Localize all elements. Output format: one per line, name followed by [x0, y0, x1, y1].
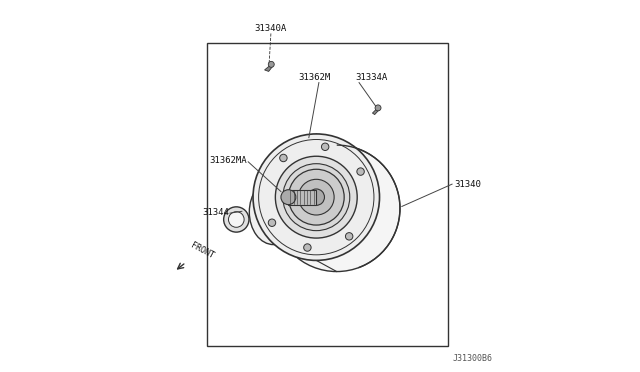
Text: 31340: 31340	[454, 180, 481, 189]
Bar	[289, 190, 316, 205]
Ellipse shape	[250, 179, 298, 245]
Circle shape	[375, 105, 381, 111]
Circle shape	[281, 190, 296, 205]
Circle shape	[289, 169, 344, 225]
Text: 31362MA: 31362MA	[210, 156, 248, 165]
Text: J31300B6: J31300B6	[453, 354, 493, 363]
Polygon shape	[264, 65, 273, 71]
Text: 31334A: 31334A	[355, 73, 388, 82]
Polygon shape	[372, 108, 380, 115]
Circle shape	[273, 145, 400, 272]
Circle shape	[228, 212, 244, 227]
Circle shape	[346, 232, 353, 240]
Circle shape	[280, 154, 287, 162]
Text: FRONT: FRONT	[189, 241, 215, 261]
Circle shape	[298, 179, 334, 215]
Text: 31340A: 31340A	[255, 25, 287, 33]
Circle shape	[308, 189, 324, 205]
Circle shape	[283, 164, 349, 231]
Text: 31362M: 31362M	[298, 73, 330, 82]
Circle shape	[275, 156, 357, 238]
Text: 31344: 31344	[202, 208, 229, 217]
Circle shape	[357, 168, 364, 175]
Circle shape	[253, 134, 380, 260]
Circle shape	[303, 244, 311, 251]
Bar	[207, 43, 449, 346]
Circle shape	[223, 207, 249, 232]
Circle shape	[268, 61, 275, 67]
Circle shape	[268, 219, 276, 227]
Circle shape	[321, 143, 329, 151]
